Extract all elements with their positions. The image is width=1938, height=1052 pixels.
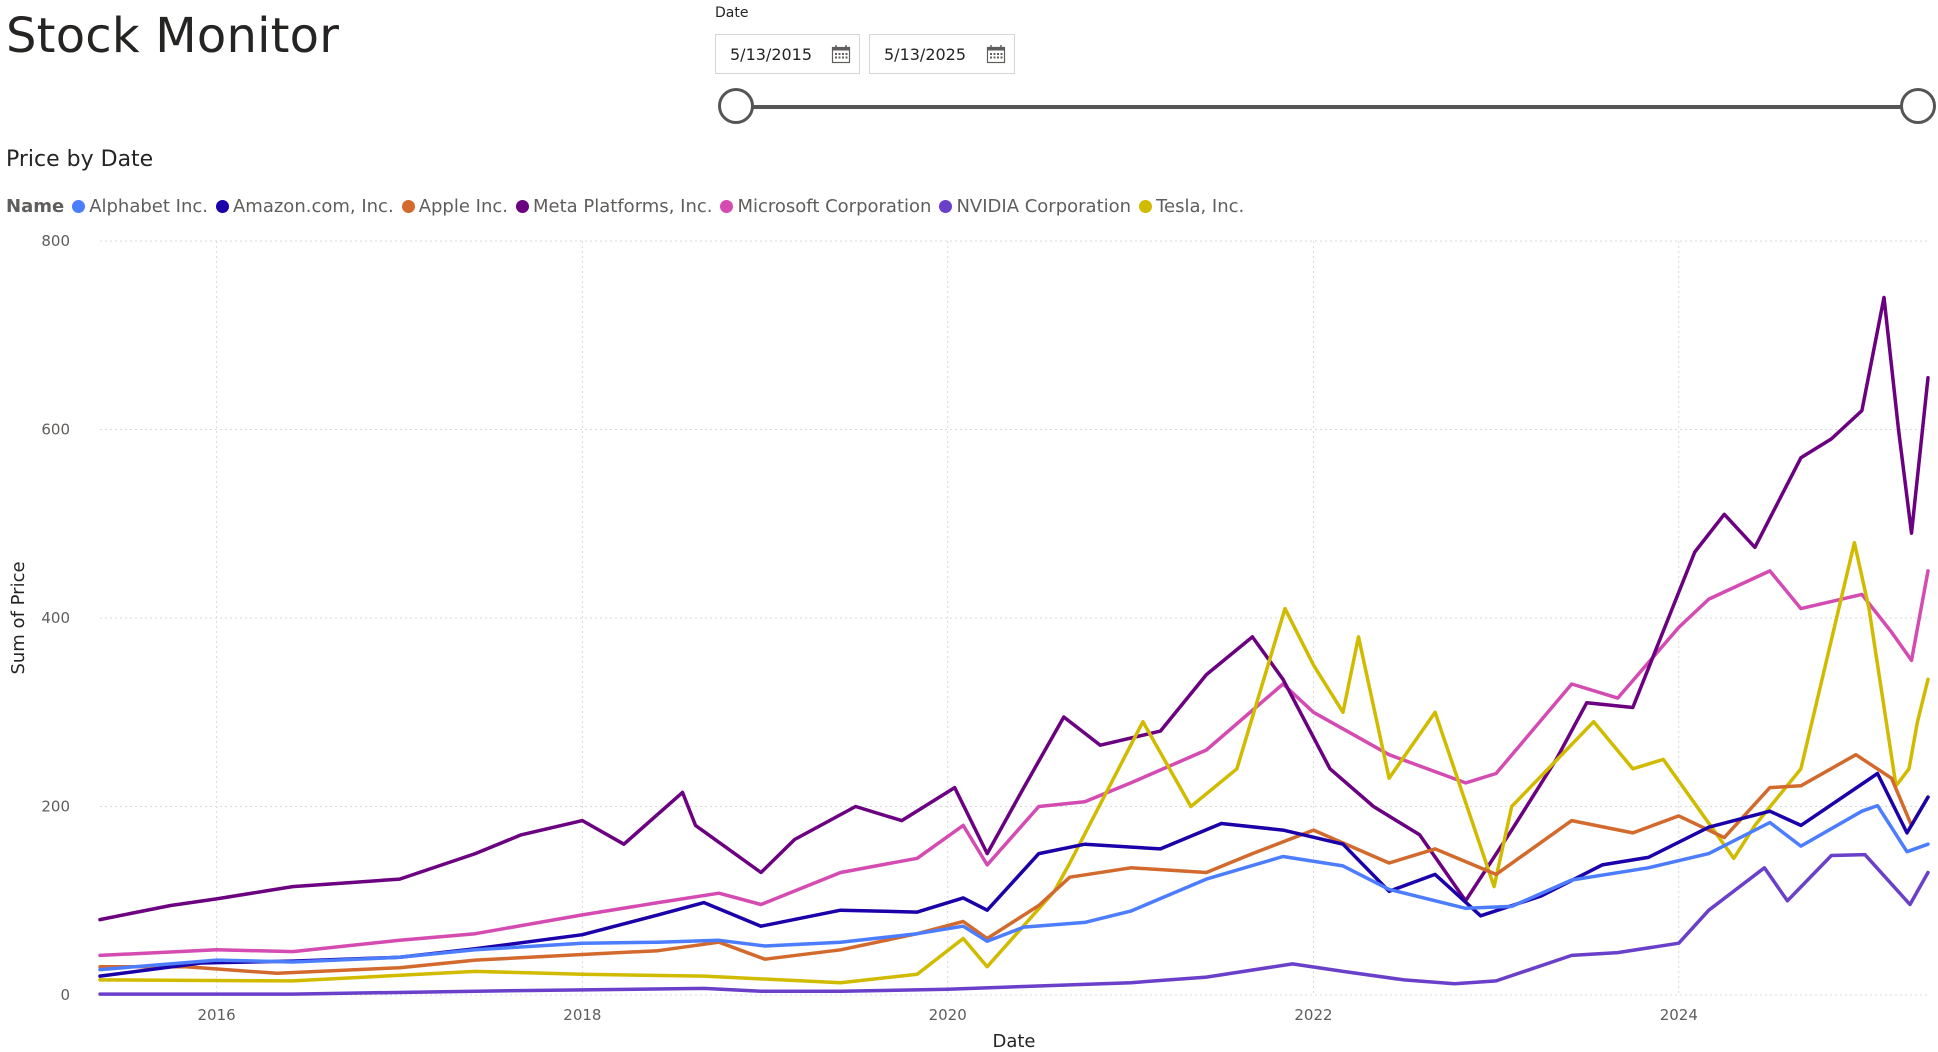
slicer-label: Date xyxy=(715,5,749,21)
y-tick-label: 600 xyxy=(41,421,70,439)
legend-item-alphabet[interactable]: Alphabet Inc. xyxy=(72,196,208,217)
chart-series xyxy=(98,295,1930,996)
y-tick-label: 800 xyxy=(41,232,70,250)
y-tick-label: 0 xyxy=(60,986,70,1004)
x-tick-label: 2018 xyxy=(563,1006,601,1024)
date-slider-start-handle[interactable] xyxy=(718,88,754,124)
legend-label: Alphabet Inc. xyxy=(89,195,208,217)
legend-label: Microsoft Corporation xyxy=(737,195,932,217)
date-range-slicer: Date 5/13/2015 5/13/2 xyxy=(715,0,1938,135)
legend-marker xyxy=(215,199,229,213)
legend-marker xyxy=(939,199,953,213)
x-axis-title: Date xyxy=(992,1031,1035,1052)
series-line-apple xyxy=(98,752,1930,976)
start-date-input[interactable]: 5/13/2015 xyxy=(715,34,860,74)
x-tick-label: 2020 xyxy=(929,1006,967,1024)
legend-label: Meta Platforms, Inc. xyxy=(532,195,713,217)
end-date-value: 5/13/2025 xyxy=(884,44,967,64)
series-line-tesla xyxy=(98,540,1930,985)
legend-label: NVIDIA Corporation xyxy=(956,195,1132,217)
legend-marker xyxy=(72,199,86,213)
line-chart: 0 200 400 600 800 2016 2018 2020 2022 2024 Sum o… xyxy=(8,232,1930,1052)
legend-marker xyxy=(401,199,415,213)
y-axis-title: Sum of Price xyxy=(8,561,29,674)
series-line-alphabet xyxy=(98,803,1930,972)
calendar-icon[interactable] xyxy=(831,44,851,64)
legend-item-microsoft[interactable]: Microsoft Corporation xyxy=(720,196,931,217)
date-slider-track[interactable] xyxy=(737,105,1917,109)
series-line-amazon xyxy=(98,771,1930,978)
y-tick-label: 400 xyxy=(41,609,70,627)
legend-label: Tesla, Inc. xyxy=(1156,195,1245,217)
legend-marker xyxy=(515,199,529,213)
y-tick-label: 200 xyxy=(41,798,70,816)
chart-gridlines xyxy=(100,240,1928,996)
legend-marker xyxy=(1139,199,1153,213)
x-tick-label: 2024 xyxy=(1660,1006,1698,1024)
legend-item-tesla[interactable]: Tesla, Inc. xyxy=(1139,196,1244,217)
legend-marker xyxy=(720,199,734,213)
series-line-nvidia xyxy=(98,852,1930,996)
x-tick-label: 2016 xyxy=(198,1006,236,1024)
y-axis: 0 200 400 600 800 xyxy=(41,232,70,1004)
chart-legend: Name Alphabet Inc. Amazon.com, Inc. Appl… xyxy=(6,193,1252,219)
legend-item-amazon[interactable]: Amazon.com, Inc. xyxy=(215,195,394,217)
legend-item-apple[interactable]: Apple Inc. xyxy=(401,195,508,217)
chart-title: Price by Date xyxy=(6,147,154,172)
x-axis: 2016 2018 2020 2022 2024 xyxy=(198,1006,1698,1024)
legend-item-nvidia[interactable]: NVIDIA Corporation xyxy=(939,196,1131,217)
legend-label: Amazon.com, Inc. xyxy=(232,195,394,217)
date-slider-end-handle[interactable] xyxy=(1900,88,1936,124)
series-line-meta xyxy=(98,295,1930,922)
legend-title: Name xyxy=(6,195,65,217)
legend-item-meta[interactable]: Meta Platforms, Inc. xyxy=(515,195,713,217)
end-date-input[interactable]: 5/13/2025 xyxy=(869,34,1015,74)
x-tick-label: 2022 xyxy=(1294,1006,1332,1024)
page-title: Stock Monitor xyxy=(6,8,340,64)
calendar-icon[interactable] xyxy=(986,44,1006,64)
start-date-value: 5/13/2015 xyxy=(730,44,813,64)
legend-label: Apple Inc. xyxy=(418,195,508,217)
